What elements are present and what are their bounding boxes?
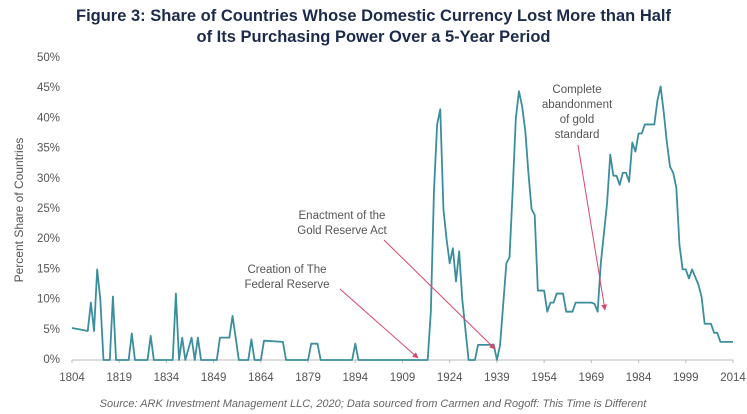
title-box: Figure 3: Share of Countries Whose Domes… xyxy=(0,6,747,48)
x-tick-label: 1864 xyxy=(248,372,274,384)
x-tick-label: 1909 xyxy=(390,372,416,384)
x-tick-label: 1834 xyxy=(154,372,180,384)
chart-title: Figure 3: Share of Countries Whose Domes… xyxy=(75,7,671,46)
annotation-text: Gold Reserve Act xyxy=(297,225,387,237)
x-tick-label: 1819 xyxy=(106,372,132,384)
y-tick-label: 25% xyxy=(37,203,60,215)
x-tick-label: 1999 xyxy=(673,372,699,384)
y-tick-label: 15% xyxy=(37,263,60,275)
source-note: Source: ARK Investment Management LLC, 2… xyxy=(100,398,648,410)
x-tick-label: 1894 xyxy=(342,372,368,384)
y-tick-label: 20% xyxy=(37,233,60,245)
y-tick-label: 50% xyxy=(37,52,60,64)
annotation-text: of gold xyxy=(560,114,595,126)
y-tick-label: 40% xyxy=(37,112,60,124)
annotation-arrow xyxy=(577,144,608,311)
x-tick-label: 2014 xyxy=(720,372,746,384)
x-tick-label: 1804 xyxy=(59,372,85,384)
y-tick-label: 35% xyxy=(37,143,60,155)
annotation-text: Complete xyxy=(552,84,601,96)
x-tick-label: 1984 xyxy=(626,372,652,384)
y-tick-label: 30% xyxy=(37,173,60,185)
x-tick-label: 1879 xyxy=(295,372,321,384)
annotation-text: Enactment of the xyxy=(299,210,386,222)
y-tick-label: 5% xyxy=(43,324,60,336)
y-axis-label: Percent Share of Countries xyxy=(12,138,26,283)
x-tick-label: 1954 xyxy=(531,372,557,384)
x-tick-label: 1939 xyxy=(484,372,510,384)
annotation-arrow xyxy=(339,288,419,359)
annotation-text: abandonment xyxy=(542,99,613,111)
x-tick-label: 1849 xyxy=(201,372,227,384)
x-tick-label: 1969 xyxy=(579,372,605,384)
y-tick-label: 10% xyxy=(37,294,60,306)
data-line xyxy=(71,85,733,361)
annotation-text: Federal Reserve xyxy=(244,279,329,291)
annotation-text: Creation of The xyxy=(247,264,326,276)
annotation-arrow xyxy=(383,239,496,350)
annotation-text: standard xyxy=(555,129,600,141)
x-tick-label: 1924 xyxy=(437,372,463,384)
y-tick-label: 0% xyxy=(43,354,60,366)
y-tick-label: 45% xyxy=(37,82,60,94)
